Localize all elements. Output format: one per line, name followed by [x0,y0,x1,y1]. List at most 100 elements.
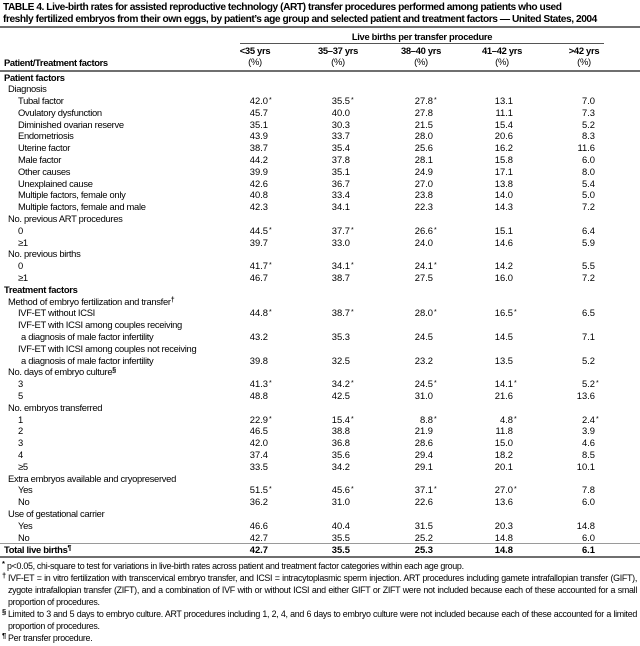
row-label: 5 [0,390,224,402]
significance-marker: * [434,415,437,423]
value: 45.7 [249,106,268,118]
value-cell-38-40: 28.0 [389,130,469,142]
value-cell-35-37 [306,473,389,485]
significance-marker [350,498,351,505]
significance-marker [268,239,269,246]
significance-marker [268,522,269,529]
value: 6.0 [581,496,595,508]
row-label: ≥1 [0,237,224,249]
value: 46.6 [249,519,268,531]
value: 27.5 [414,272,433,284]
value: 14.2 [494,260,513,272]
significance-marker [513,109,514,116]
row-label-text: IVF-ET with ICSI among couples not recei… [18,342,197,354]
value-cell-41-42: 14.6 [469,237,551,249]
value: 36.7 [331,177,350,189]
significance-marker [513,262,514,269]
value-cell-lt35 [224,508,306,520]
value-cell-35-37: 36.8 [306,437,389,449]
value: 31.5 [414,519,433,531]
value: 29.4 [414,449,433,460]
value-cell-35-37: 35.5 [306,532,389,544]
value: 4.8 [499,413,513,425]
footnote: § Limited to 3 and 5 days to embryo cultu… [0,607,637,632]
footnote-symbol: ¶ [2,631,6,640]
significance-marker [433,156,434,163]
value-cell-35-37: 35.5* [306,95,389,107]
significance-marker [350,121,351,128]
value-cell-35-37: 35.6 [306,449,389,461]
value-cell-41-42 [469,366,551,378]
value-cell-38-40: 24.5 [389,319,469,343]
significance-marker [268,203,269,210]
value-cell-41-42: 16.5* [469,307,551,319]
value: 16.2 [494,142,513,154]
value: 20.1 [494,460,513,472]
row-label-text: No [18,496,30,508]
value-cell-gt42: 7.8 [551,484,640,496]
value-cell-41-42 [469,284,551,296]
significance-marker [513,522,514,529]
value: 38.8 [331,425,350,437]
value: 35.5 [331,531,350,543]
value: 33.5 [249,460,268,472]
row-label-text: Diminished ovarian reserve [18,118,124,130]
table-row: Tubal factor 42.0* 35.5* 27.8* 13.1 7.0 [0,95,640,107]
significance-marker [513,239,514,246]
row-label: No [0,496,224,508]
value-cell-35-37: 15.4* [306,414,389,426]
row-label-text: Uterine factor [18,142,71,154]
column-header-gt42: >42 yrs (%) [544,45,624,69]
row-label-text: Ovulatory dysfunction [18,106,102,118]
row-label-text: 0 [18,260,23,272]
significance-marker [595,534,596,541]
value-cell-38-40 [389,296,469,308]
column-header-label: >42 yrs [568,44,600,56]
table-row: 0 41.7* 34.1* 24.1* 14.2 5.5 [0,260,640,272]
value-cell-35-37: 35.5 [306,543,389,559]
group-row: Use of gestational carrier [0,508,640,520]
row-label-text: Diagnosis [8,83,47,95]
value: 22.6 [414,496,433,508]
footnote: * p<0.05, chi-square to test for variatio… [0,559,637,572]
value: 38.7 [249,142,268,154]
significance-marker [595,239,596,246]
value-cell-lt35 [224,366,306,378]
value-cell-41-42 [469,508,551,520]
significance-marker [595,121,596,128]
row-label-text: Unexplained cause [18,177,93,189]
value-cell-41-42: 14.2 [469,260,551,272]
table-row: Uterine factor 38.7 35.4 25.6 16.2 11.6 [0,142,640,154]
value-cell-lt35: 42.0* [224,95,306,107]
row-label: No. embryos transferred [0,402,224,414]
value-cell-38-40: 28.6 [389,437,469,449]
row-label: IVF-ET without ICSI [0,307,224,319]
value: 25.2 [414,531,433,543]
row-header-label: Patient/Treatment factors [4,56,108,68]
row-label-text: ≥5 [18,460,28,472]
significance-marker [433,333,434,340]
value-cell-gt42: 8.3 [551,130,640,142]
value-cell-38-40 [389,402,469,414]
table-row: Diminished ovarian reserve 35.1 30.3 21.5 15… [0,119,640,131]
significance-marker: * [434,380,437,388]
value: 35.5 [331,544,350,556]
value: 18.2 [494,449,513,460]
footnote-marker: † [170,296,175,304]
significance-marker [595,439,596,446]
value-cell-38-40: 24.1* [389,260,469,272]
significance-marker [433,144,434,151]
value: 14.0 [494,189,513,201]
significance-marker [595,546,596,553]
significance-marker [350,463,351,470]
value: 46.5 [249,425,268,437]
value: 30.3 [331,118,350,130]
value-cell-lt35: 39.9 [224,166,306,178]
value: 42.0 [249,437,268,449]
value-cell-lt35 [224,83,306,95]
value: 37.4 [249,449,268,460]
significance-marker [595,203,596,210]
significance-marker [433,357,434,364]
value: 4.6 [581,437,595,449]
value-cell-gt42: 7.2 [551,201,640,213]
